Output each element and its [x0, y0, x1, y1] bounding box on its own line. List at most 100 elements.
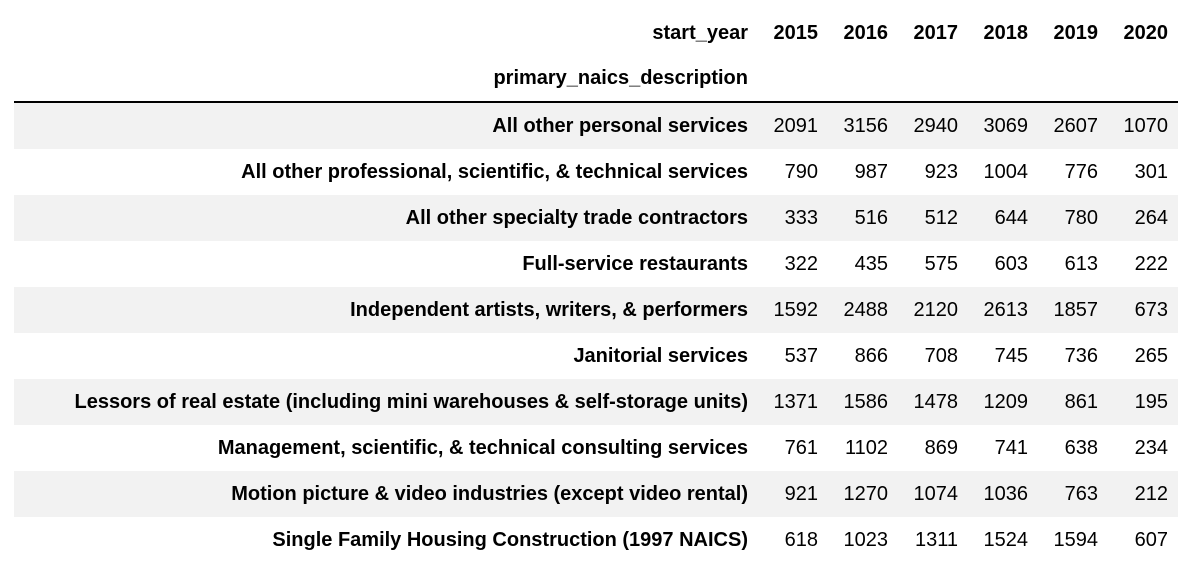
row-index-label: Lessors of real estate (including mini w… — [74, 390, 749, 413]
table-header: start_year 2015 2016 2017 2018 2019 2020… — [14, 10, 1178, 103]
table-cell: 2940 — [913, 114, 959, 137]
row-index-label: All other personal services — [492, 114, 748, 137]
table-cell: 322 — [784, 252, 818, 275]
table-cell: 2488 — [843, 298, 889, 321]
table-cell: 761 — [784, 436, 818, 459]
table-cell: 575 — [924, 252, 958, 275]
table-cell: 1592 — [773, 298, 819, 321]
table-cell: 1074 — [913, 482, 959, 505]
table-cell: 708 — [924, 344, 958, 367]
table-cell: 638 — [1064, 436, 1098, 459]
table-cell: 516 — [854, 206, 888, 229]
column-header: 2015 — [773, 21, 819, 44]
table-row: Full-service restaurants 322 435 575 603 613 2… — [14, 241, 1178, 287]
table-cell: 1478 — [913, 390, 959, 413]
columns-name-label: start_year — [652, 21, 748, 44]
table-cell: 3069 — [983, 114, 1029, 137]
table-cell: 1004 — [983, 160, 1029, 183]
index-name-label: primary_naics_description — [14, 56, 758, 103]
table-cell: 1524 — [983, 528, 1029, 551]
table-cell: 1070 — [1123, 114, 1169, 137]
table-cell: 1371 — [773, 390, 819, 413]
row-index-label: Single Family Housing Construction (1997… — [272, 528, 748, 551]
table-cell: 301 — [1134, 160, 1168, 183]
table-cell: 1857 — [1053, 298, 1099, 321]
table-cell: 537 — [784, 344, 818, 367]
table-cell: 861 — [1064, 390, 1098, 413]
table-row: All other specialty trade contractors 333… — [14, 195, 1178, 241]
table-cell: 435 — [854, 252, 888, 275]
table-body: All other personal services 2091 3156 2940 3… — [14, 102, 1178, 563]
empty-header-cell — [828, 56, 898, 103]
table-cell: 736 — [1064, 344, 1098, 367]
column-header: 2019 — [1053, 21, 1099, 44]
row-index-label: Motion picture & video industries (excep… — [231, 482, 748, 505]
table-cell: 2607 — [1053, 114, 1099, 137]
table-cell: 1023 — [843, 528, 889, 551]
table-cell: 195 — [1134, 390, 1168, 413]
table-cell: 745 — [994, 344, 1028, 367]
table-cell: 1102 — [844, 436, 888, 459]
column-header: 2020 — [1123, 21, 1169, 44]
table-row: Motion picture & video industries (excep… — [14, 471, 1178, 517]
row-index-label: All other specialty trade contractors — [405, 206, 748, 229]
table-cell: 3156 — [843, 114, 889, 137]
table-cell: 212 — [1134, 482, 1168, 505]
empty-header-cell — [1108, 56, 1178, 103]
column-header-row: start_year 2015 2016 2017 2018 2019 2020 — [14, 10, 1178, 56]
empty-header-cell — [898, 56, 968, 103]
table-row: Management, scientific, & technical cons… — [14, 425, 1178, 471]
column-header: 2017 — [913, 21, 959, 44]
table-cell: 222 — [1134, 252, 1168, 275]
index-header-row: primary_naics_description — [14, 56, 1178, 103]
column-header: 2016 — [843, 21, 889, 44]
row-index-label: Management, scientific, & technical cons… — [217, 436, 748, 459]
table-cell: 869 — [924, 436, 958, 459]
table-cell: 790 — [784, 160, 818, 183]
table-cell: 763 — [1064, 482, 1098, 505]
table-row: Independent artists, writers, & performe… — [14, 287, 1178, 333]
pivot-table: start_year 2015 2016 2017 2018 2019 2020… — [14, 10, 1178, 563]
row-index-label: Full-service restaurants — [522, 252, 748, 275]
table-cell: 923 — [924, 160, 958, 183]
table-cell: 265 — [1134, 344, 1168, 367]
table-cell: 333 — [784, 206, 818, 229]
table-cell: 618 — [784, 528, 818, 551]
table-cell: 741 — [994, 436, 1028, 459]
column-header: 2018 — [983, 21, 1029, 44]
table-cell: 1270 — [843, 482, 889, 505]
table-row: Lessors of real estate (including mini w… — [14, 379, 1178, 425]
table-cell: 921 — [784, 482, 818, 505]
table-cell: 1311 — [914, 528, 958, 551]
table-row: All other personal services 2091 3156 2940 3… — [14, 102, 1178, 149]
table-cell: 1209 — [983, 390, 1029, 413]
table-cell: 780 — [1064, 206, 1098, 229]
table-cell: 1586 — [843, 390, 889, 413]
row-index-label: Janitorial services — [573, 344, 748, 367]
table-cell: 613 — [1064, 252, 1098, 275]
table-cell: 644 — [994, 206, 1028, 229]
table-cell: 2613 — [983, 298, 1029, 321]
table-row: Janitorial services 537 866 708 745 736 265 — [14, 333, 1178, 379]
empty-header-cell — [758, 56, 828, 103]
table-cell: 603 — [994, 252, 1028, 275]
row-index-label: Independent artists, writers, & performe… — [350, 298, 748, 321]
table-row: Single Family Housing Construction (1997… — [14, 517, 1178, 563]
table-cell: 512 — [924, 206, 958, 229]
table-cell: 234 — [1134, 436, 1168, 459]
table-cell: 866 — [854, 344, 888, 367]
table-cell: 987 — [854, 160, 888, 183]
table-cell: 2091 — [773, 114, 819, 137]
row-index-label: All other professional, scientific, & te… — [241, 160, 748, 183]
table-cell: 607 — [1134, 528, 1168, 551]
empty-header-cell — [1038, 56, 1108, 103]
table-row: All other professional, scientific, & te… — [14, 149, 1178, 195]
table-cell: 2120 — [913, 298, 959, 321]
table-cell: 1594 — [1053, 528, 1099, 551]
table-cell: 1036 — [983, 482, 1029, 505]
table-cell: 776 — [1064, 160, 1098, 183]
table-cell: 673 — [1134, 298, 1168, 321]
table-cell: 264 — [1134, 206, 1168, 229]
empty-header-cell — [968, 56, 1038, 103]
